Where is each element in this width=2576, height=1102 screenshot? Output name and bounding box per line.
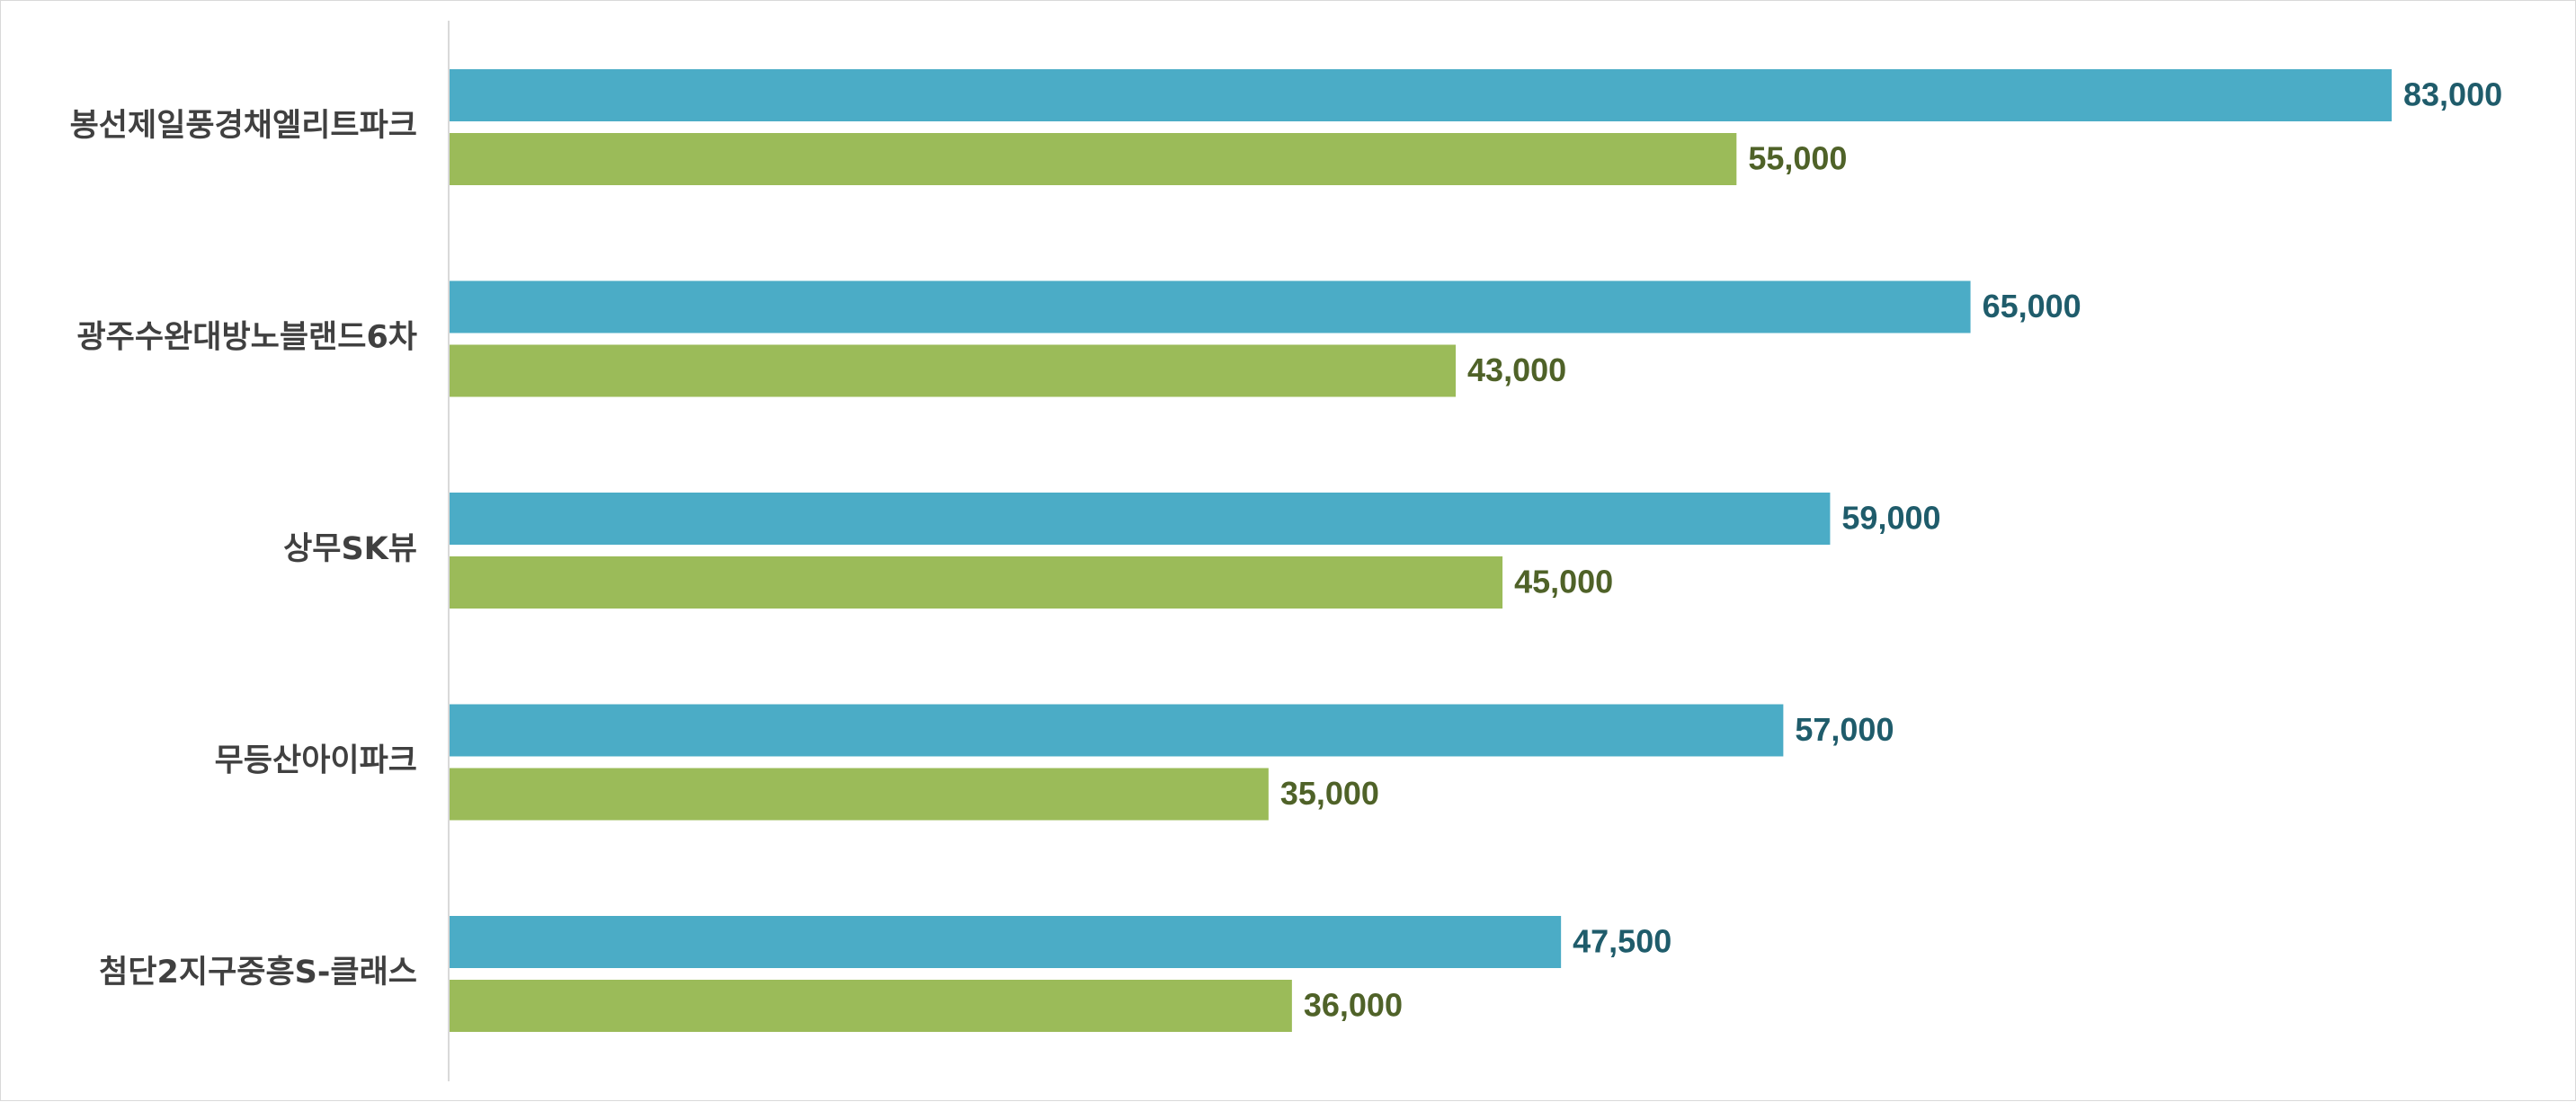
value-label: 47,500 — [1573, 923, 1671, 960]
category-label: 무등산아이파크 — [215, 743, 417, 779]
category-label: 봉선제일풍경채엘리트파크 — [70, 108, 417, 144]
bar-series-1 — [450, 493, 1831, 545]
bars-layer — [450, 69, 2392, 1032]
value-label: 65,000 — [1983, 288, 2081, 324]
category-label: 첨단2지구중흥S-클래스 — [99, 955, 417, 991]
bar-series-2 — [450, 768, 1269, 821]
bar-series-2 — [450, 980, 1292, 1032]
bar-series-1 — [450, 916, 1562, 968]
category-label: 광주수완대방노블랜드6차 — [76, 320, 417, 356]
bar-series-1 — [450, 69, 2392, 121]
bar-series-2 — [450, 556, 1503, 609]
bar-series-2 — [450, 344, 1457, 397]
value-label: 43,000 — [1467, 351, 1566, 388]
bar-series-1 — [450, 280, 1971, 333]
value-label: 55,000 — [1748, 140, 1847, 177]
value-label: 83,000 — [2403, 76, 2502, 113]
value-labels: 83,000 55,000 65,000 43,000 59,000 45,000 57,0… — [1280, 76, 2502, 1024]
value-label: 36,000 — [1304, 987, 1403, 1024]
value-label: 59,000 — [1841, 500, 1940, 537]
value-label: 35,000 — [1280, 775, 1379, 812]
category-label: 상무SK뷰 — [283, 531, 417, 567]
value-label: 45,000 — [1514, 564, 1613, 600]
value-label: 57,000 — [1795, 711, 1894, 748]
bar-series-1 — [450, 704, 1784, 757]
bar-series-2 — [450, 133, 1737, 185]
category-labels: 봉선제일풍경채엘리트파크광주수완대방노블랜드6차상무SK뷰무등산아이파크첨단2지… — [70, 108, 417, 991]
